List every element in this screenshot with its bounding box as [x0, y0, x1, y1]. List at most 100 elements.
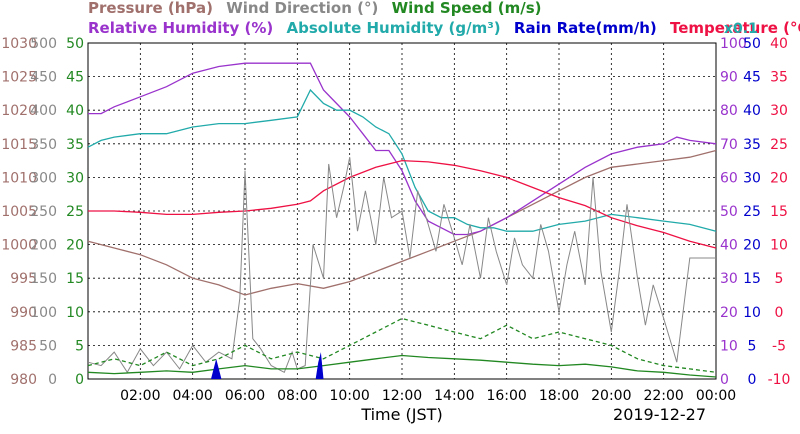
relative-humidity-tick-label: 20	[720, 305, 738, 321]
wind-speed-tick-label: 30	[66, 170, 84, 186]
pressure-tick-label: 1030	[1, 36, 37, 52]
relative-humidity-tick-label: 40	[720, 238, 738, 254]
series-layer	[87, 62, 717, 379]
temperature-tick-label: 35	[770, 70, 788, 86]
legend-temperature: Temperature (°C)	[670, 19, 800, 37]
pressure-tick-label: 1025	[1, 70, 37, 86]
relative-humidity-tick-label: 70	[720, 137, 738, 153]
relative-humidity-tick-label: 60	[720, 170, 738, 186]
legend-relative-humidity: Relative Humidity (%)	[88, 19, 273, 37]
x-tick-label: 20:00	[591, 388, 631, 404]
wind-speed-tick-label: 5	[75, 338, 84, 354]
x-tick-label: 06:00	[225, 388, 265, 404]
pressure-tick-label: 1020	[1, 103, 37, 119]
rain-rate-tick-label: 35	[743, 137, 761, 153]
y-axes: 9809859909951000100510101015102010251030…	[1, 36, 790, 388]
legend-row-2: Relative Humidity (%) Absolute Humidity …	[88, 19, 800, 37]
rain-rate-tick-label: 45	[743, 70, 761, 86]
pressure-tick-label: 995	[10, 271, 37, 287]
rain-rate-tick-label: 50	[743, 36, 761, 52]
x-tick-label: 02:00	[120, 388, 160, 404]
temperature-tick-label: 30	[770, 103, 788, 119]
x-tick-label: 10:00	[329, 388, 369, 404]
x-axis: 02:00 04:00 06:00 08:00 10:00 12:00 14:00 16:00…	[120, 388, 736, 404]
wind-direction-tick-label: 500	[30, 36, 57, 52]
pressure-tick-label: 990	[10, 305, 37, 321]
rain-rate-tick-label: 15	[743, 271, 761, 287]
wind-speed-tick-label: 50	[66, 36, 84, 52]
pressure-tick-label: 1015	[1, 137, 37, 153]
relative-humidity-tick-label: 0	[720, 372, 729, 388]
wind-direction-tick-label: 400	[30, 103, 57, 119]
wind-speed-tick-label: 35	[66, 137, 84, 153]
wind-speed-tick-label: 45	[66, 70, 84, 86]
wind-direction-tick-label: 200	[30, 238, 57, 254]
wind-speed-tick-label: 15	[66, 271, 84, 287]
temperature-tick-label: 25	[770, 137, 788, 153]
temperature-tick-label: 10	[770, 238, 788, 254]
relative-humidity-tick-label: 50	[720, 204, 738, 220]
series-pressure-hpa	[87, 149, 717, 296]
x-tick-label: 08:00	[277, 388, 317, 404]
pressure-tick-label: 1005	[1, 204, 37, 220]
relative-humidity-tick-label: 80	[720, 103, 738, 119]
temperature-tick-label: 20	[770, 170, 788, 186]
series-absolute-humidity-g-m	[87, 88, 717, 232]
date-label: 2019-12-27	[613, 405, 706, 424]
temperature-tick-label: 5	[775, 271, 784, 287]
legend-scale-note: x0.1	[724, 21, 758, 37]
temperature-tick-label: 40	[770, 36, 788, 52]
x-tick-label: 12:00	[382, 388, 422, 404]
rain-rate-tick-label: 20	[743, 238, 761, 254]
x-tick-label: 22:00	[643, 388, 683, 404]
wind-direction-tick-label: 300	[30, 170, 57, 186]
relative-humidity-tick-label: 90	[720, 70, 738, 86]
grid	[88, 43, 716, 379]
x-tick-label: 14:00	[434, 388, 474, 404]
wind-speed-tick-label: 20	[66, 238, 84, 254]
legend-absolute-humidity: Absolute Humidity (g/m³)	[287, 19, 501, 37]
series-temperature-c	[88, 159, 717, 249]
wind-direction-tick-label: 350	[30, 137, 57, 153]
rain-rate-tick-label: 30	[743, 170, 761, 186]
wind-speed-tick-label: 40	[66, 103, 84, 119]
legend-pressure: Pressure (hPa)	[88, 0, 213, 17]
temperature-tick-label: -10	[768, 372, 791, 388]
relative-humidity-tick-label: 100	[720, 36, 747, 52]
wind-speed-tick-label: 10	[66, 305, 84, 321]
series-wind-speed-m-s	[87, 354, 717, 378]
wind-direction-tick-label: 450	[30, 70, 57, 86]
pressure-tick-label: 1000	[1, 238, 37, 254]
rain-rate-tick-label: 10	[743, 305, 761, 321]
wind-direction-tick-label: 100	[30, 305, 57, 321]
pressure-tick-label: 1010	[1, 170, 37, 186]
rain-rate-tick-label: 40	[743, 103, 761, 119]
x-tick-label: 04:00	[172, 388, 212, 404]
x-tick-label: 16:00	[486, 388, 526, 404]
temperature-tick-label: 0	[775, 305, 784, 321]
relative-humidity-tick-label: 30	[720, 271, 738, 287]
legend-wind-speed: Wind Speed (m/s)	[392, 0, 542, 17]
temperature-tick-label: 15	[770, 204, 788, 220]
wind-direction-tick-label: 0	[48, 372, 57, 388]
series-wind-direction	[87, 157, 716, 374]
relative-humidity-tick-label: 10	[720, 338, 738, 354]
wind-speed-tick-label: 25	[66, 204, 84, 220]
legend-row-1: Pressure (hPa) Wind Direction (°) Wind S…	[88, 0, 542, 17]
wind-speed-tick-label: 0	[75, 372, 84, 388]
temperature-tick-label: -5	[772, 338, 786, 354]
legend: Pressure (hPa) Wind Direction (°) Wind S…	[88, 0, 800, 37]
x-tick-label: 18:00	[539, 388, 579, 404]
wind-direction-tick-label: 250	[30, 204, 57, 220]
pressure-tick-label: 985	[10, 338, 37, 354]
series-relative-humidity	[88, 62, 717, 236]
x-tick-label: 00:00	[696, 388, 736, 404]
rain-rate-tick-label: 5	[748, 338, 757, 354]
series-wind-speed-m-s	[87, 317, 717, 373]
pressure-tick-label: 980	[10, 372, 37, 388]
rain-rate-tick-label: 25	[743, 204, 761, 220]
legend-wind-direction: Wind Direction (°)	[226, 0, 378, 17]
legend-rain-rate: Rain Rate(mm/h)	[514, 19, 657, 37]
x-axis-label: Time (JST)	[360, 405, 442, 424]
